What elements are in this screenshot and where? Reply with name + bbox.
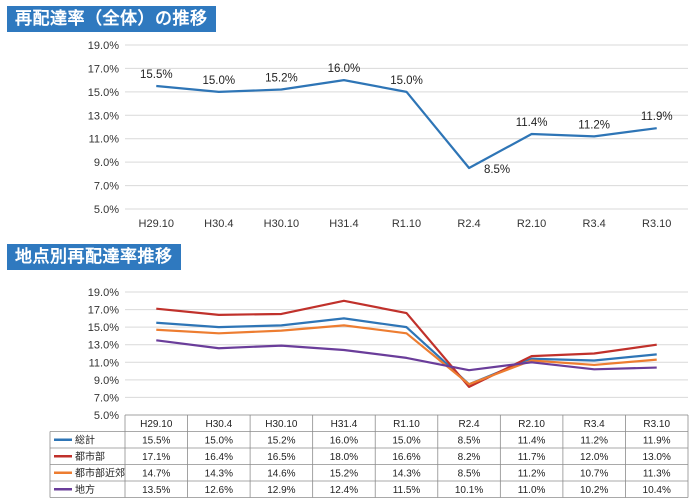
- table-cell: 11.4%: [518, 436, 546, 447]
- table-cell: 15.0%: [392, 436, 420, 447]
- series-line-地方: [156, 339, 657, 372]
- table-cell: 12.4%: [330, 485, 358, 496]
- data-label: 15.5%: [140, 69, 173, 81]
- table-row-label: 都市部近郊: [75, 467, 125, 480]
- table-cell: 11.2%: [580, 436, 608, 447]
- table-cell: 14.7%: [142, 469, 170, 480]
- table-cell: 8.5%: [458, 469, 481, 480]
- table-header-cell: R2.4: [458, 419, 480, 430]
- table-cell: 14.3%: [205, 469, 233, 480]
- y-tick-label: 17.0%: [88, 305, 119, 317]
- table-cell: 10.7%: [580, 469, 608, 480]
- y-tick-label: 19.0%: [88, 40, 119, 52]
- data-table: H29.10 H30.4 H30.10 H31.4 R1.10 R2.4 R2.10 R3.4…: [49, 414, 689, 498]
- table-cell: 16.0%: [330, 436, 358, 447]
- data-label: 11.4%: [516, 117, 548, 129]
- x-tick-label: H31.4: [329, 218, 358, 230]
- y-tick-label: 15.0%: [88, 322, 119, 334]
- table-row-label: 総計: [75, 434, 95, 447]
- table-header-cell: R3.10: [643, 419, 670, 430]
- y-tick-label: 9.0%: [94, 157, 119, 169]
- table-cell: 12.0%: [580, 452, 608, 463]
- table-header-cell: R2.10: [518, 419, 545, 430]
- x-tick-label: H30.4: [204, 218, 233, 230]
- y-tick-label: 19.0%: [88, 287, 119, 299]
- y-tick-label: 13.0%: [88, 110, 119, 122]
- table-cell: 14.6%: [267, 469, 295, 480]
- x-tick-label: R3.10: [642, 218, 671, 230]
- table-header-cell: R1.10: [393, 419, 420, 430]
- series-line-都市部近郊: [156, 324, 657, 386]
- table-cell: 15.0%: [205, 436, 233, 447]
- x-tick-label: H30.10: [264, 218, 299, 230]
- table-cell: 12.6%: [205, 485, 233, 496]
- table-cell: 10.4%: [643, 485, 671, 496]
- y-tick-label: 11.0%: [89, 134, 120, 146]
- table-row-label: 地方: [75, 483, 95, 496]
- y-tick-label: 13.0%: [88, 340, 119, 352]
- table-cell: 11.5%: [393, 485, 421, 496]
- y-tick-label: 5.0%: [94, 410, 119, 422]
- table-cell: 15.2%: [267, 436, 295, 447]
- x-tick-label: R2.10: [517, 218, 546, 230]
- x-tick-label: R1.10: [392, 218, 421, 230]
- table-header-cell: H30.4: [205, 419, 232, 430]
- table-cell: 13.0%: [643, 452, 671, 463]
- table-cell: 15.5%: [142, 436, 170, 447]
- table-cell: 11.9%: [643, 436, 671, 447]
- table-cell: 11.0%: [518, 485, 546, 496]
- y-tick-label: 17.0%: [88, 63, 119, 75]
- x-tick-label: R2.4: [457, 218, 480, 230]
- table-cell: 15.2%: [330, 469, 358, 480]
- chart2-title: 地点別再配達率推移: [7, 244, 181, 270]
- table-header-cell: R3.4: [584, 419, 606, 430]
- table-row-label: 都市部: [75, 450, 105, 463]
- data-label: 15.0%: [390, 75, 423, 87]
- data-label: 8.5%: [484, 164, 510, 176]
- table-header-cell: H29.10: [140, 419, 173, 430]
- table-cell: 16.5%: [267, 452, 295, 463]
- table-cell: 11.7%: [518, 452, 546, 463]
- chart1-title: 再配達率（全体）の推移: [7, 6, 216, 32]
- y-tick-label: 5.0%: [94, 204, 119, 216]
- y-tick-label: 7.0%: [94, 392, 119, 404]
- table-header-cell: H30.10: [265, 419, 298, 430]
- series-line-総計: [156, 317, 657, 386]
- table-cell: 12.9%: [267, 485, 295, 496]
- data-label: 16.0%: [328, 63, 361, 75]
- table-cell: 18.0%: [330, 452, 358, 463]
- table-cell: 16.4%: [205, 452, 233, 463]
- table-cell: 11.3%: [643, 469, 671, 480]
- series-line-都市部: [156, 299, 657, 388]
- y-tick-label: 7.0%: [94, 181, 119, 193]
- y-tick-label: 15.0%: [88, 87, 119, 99]
- table-cell: 16.6%: [392, 452, 420, 463]
- table-cell: 17.1%: [142, 452, 170, 463]
- y-tick-label: 11.0%: [89, 357, 120, 369]
- data-label: 15.0%: [203, 75, 236, 87]
- table-cell: 11.2%: [518, 469, 546, 480]
- data-label: 15.2%: [265, 73, 298, 85]
- data-label: 11.2%: [578, 119, 610, 131]
- x-tick-label: R3.4: [583, 218, 606, 230]
- table-header-cell: H31.4: [331, 419, 358, 430]
- table-cell: 14.3%: [392, 469, 420, 480]
- data-label: 11.9%: [641, 111, 673, 123]
- table-cell: 10.2%: [580, 485, 608, 496]
- x-tick-label: H29.10: [139, 218, 174, 230]
- series-line-overall: [156, 79, 657, 170]
- table-cell: 8.2%: [458, 452, 481, 463]
- table-cell: 8.5%: [458, 436, 481, 447]
- chart-overall-redelivery-rate: 5.0% 7.0% 9.0% 11.0% 13.0% 15.0% 17.0% 19.0% H29…: [88, 40, 688, 230]
- table-cell: 10.1%: [455, 485, 483, 496]
- y-tick-label: 9.0%: [94, 375, 119, 387]
- table-cell: 13.5%: [142, 485, 170, 496]
